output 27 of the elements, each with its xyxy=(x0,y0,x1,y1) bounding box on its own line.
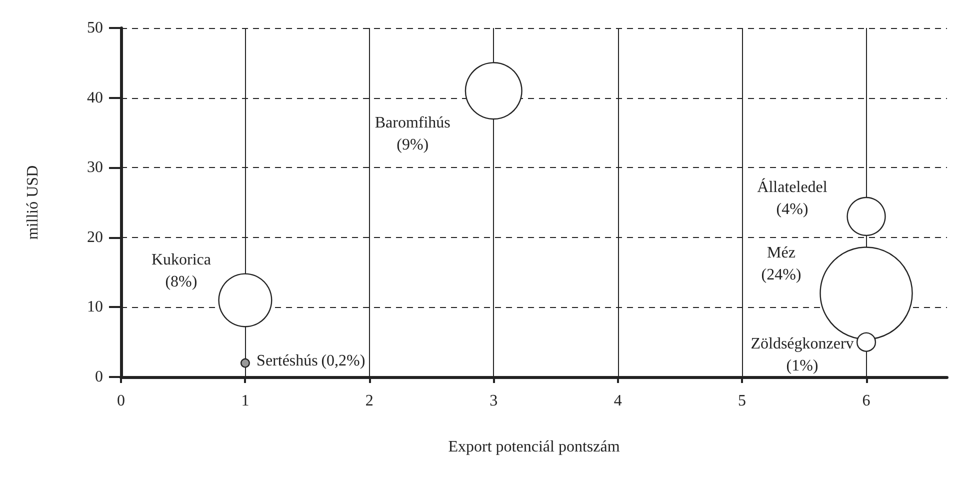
x-tick-label: 0 xyxy=(117,392,125,410)
y-tick-label: 40 xyxy=(87,89,103,106)
annotation: (9%) xyxy=(396,136,429,154)
x-tick-label: 5 xyxy=(738,392,746,410)
y-axis-title: millió USD xyxy=(24,165,42,240)
y-tick-label: 30 xyxy=(87,159,103,176)
series-label: Kukorica xyxy=(151,252,211,269)
series-label: Méz xyxy=(767,244,796,262)
series-label: Baromfihús xyxy=(374,114,450,132)
annotation: (24%) xyxy=(761,266,802,284)
x-tick-label: 2 xyxy=(365,392,374,410)
y-tick-label: 50 xyxy=(87,20,103,36)
y-tick-label: 20 xyxy=(87,228,103,246)
series-label: Állateledel xyxy=(757,178,828,196)
annotation: (0,2%) xyxy=(321,352,366,370)
series-label: Zöldségkonzerv xyxy=(750,336,854,353)
series-label: Sertéshús xyxy=(256,352,318,370)
annotation: (1%) xyxy=(786,358,818,375)
y-tick-label: 0 xyxy=(95,368,103,386)
annotation: (8%) xyxy=(165,274,198,291)
y-tick-label: 10 xyxy=(87,298,103,316)
x-axis-title: Export potenciál pontszám xyxy=(448,438,620,456)
annotation: (4%) xyxy=(776,200,808,218)
x-tick-label: 3 xyxy=(490,392,498,410)
x-tick-label: 4 xyxy=(614,392,622,410)
x-tick-label: 6 xyxy=(862,392,870,410)
x-tick-label: 1 xyxy=(241,392,250,410)
